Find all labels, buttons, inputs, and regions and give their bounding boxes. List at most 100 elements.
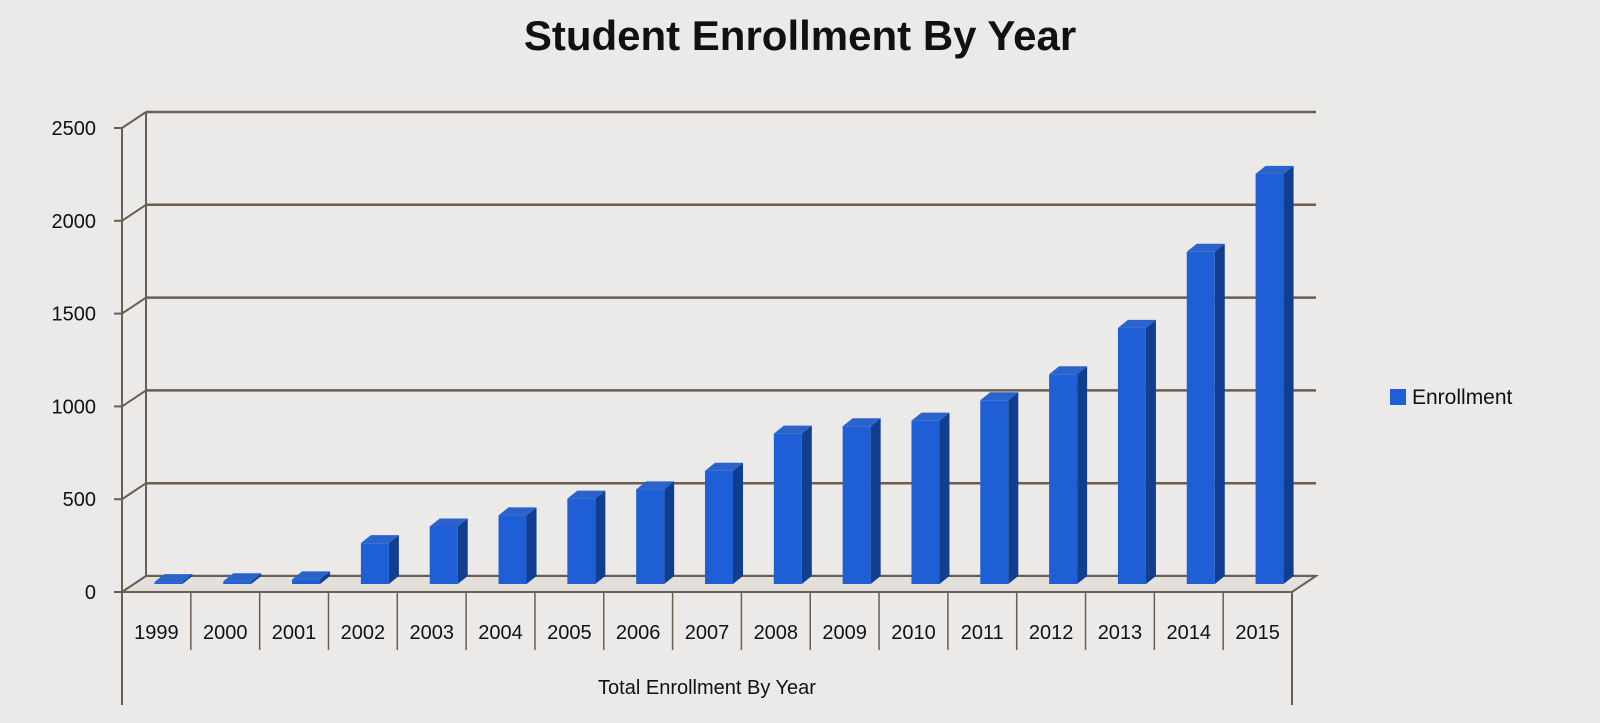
legend-label-enrollment: Enrollment — [1412, 386, 1513, 409]
x-tick-label: 2006 — [616, 622, 661, 644]
x-tick-label: 2001 — [272, 622, 317, 644]
bar-top — [980, 392, 1019, 401]
bar-top — [1186, 243, 1225, 252]
bar-front — [292, 579, 321, 584]
bar — [498, 507, 537, 584]
legend: Enrollment — [1390, 386, 1513, 409]
x-tick-label: 2000 — [203, 622, 248, 644]
bar-front — [1049, 374, 1078, 584]
gridline-side — [121, 389, 147, 408]
bar-front — [429, 526, 458, 584]
bar-top — [154, 574, 193, 583]
gridline-side — [121, 203, 147, 222]
y-tick-label: 2500 — [52, 118, 97, 140]
bar-side — [595, 490, 606, 584]
bar — [1255, 165, 1294, 584]
bar — [1117, 319, 1156, 584]
bar-side — [939, 412, 950, 584]
bars — [154, 165, 1294, 584]
bar — [842, 418, 881, 584]
y-tick-label: 0 — [85, 582, 96, 604]
bar-top — [911, 412, 950, 421]
gridline-side — [121, 482, 147, 501]
bar — [1049, 366, 1088, 584]
bar-top — [636, 481, 675, 490]
x-tick-label: 2011 — [961, 622, 1004, 644]
bar — [1186, 243, 1225, 584]
bar-top — [1255, 165, 1294, 174]
bar-side — [733, 462, 743, 584]
bar-front — [980, 400, 1009, 584]
bar-top — [705, 462, 743, 471]
legend-swatch-enrollment — [1390, 389, 1406, 405]
bar-side — [320, 571, 331, 584]
bar-front — [636, 489, 665, 584]
bar-top — [498, 507, 537, 516]
bar-front — [911, 420, 940, 584]
bar-side — [388, 535, 399, 584]
bar-front — [842, 426, 871, 584]
bar — [705, 462, 743, 584]
x-tick-label: 2003 — [409, 622, 454, 644]
bar-side — [664, 481, 675, 584]
bar-front — [360, 543, 389, 584]
x-tick-label: 2015 — [1235, 622, 1280, 644]
bar-side — [801, 425, 812, 584]
bar — [154, 574, 193, 584]
bar-side — [182, 574, 193, 584]
x-tick-label: 2010 — [891, 622, 936, 644]
y-tick-label: 1500 — [52, 304, 97, 326]
bar-top — [292, 571, 331, 580]
y-tick-label: 1000 — [52, 396, 97, 418]
bar-side — [870, 418, 881, 584]
bar-front — [1117, 327, 1146, 584]
x-tick-label: 2005 — [547, 622, 592, 644]
x-tick-label: 2014 — [1167, 622, 1212, 644]
bar-side — [526, 507, 537, 584]
bar-front — [223, 581, 252, 584]
bar-front — [498, 515, 527, 584]
bar-top — [842, 418, 881, 427]
bar-front — [154, 582, 183, 584]
y-tick-label: 2000 — [52, 211, 97, 233]
x-axis-categories: 1999 2000 2001 2002 2003 2004 2005 2006 2007 2008… — [134, 622, 1280, 644]
bar-front — [1255, 173, 1284, 584]
x-tick-label: 1999 — [134, 622, 179, 644]
bar — [636, 481, 675, 584]
x-tick-label: 2004 — [478, 622, 523, 644]
bar-front — [773, 433, 802, 584]
bar-side — [1145, 319, 1156, 584]
gridline-side — [121, 296, 147, 315]
x-tick-label: 2013 — [1098, 622, 1143, 644]
gridline-side — [121, 111, 147, 129]
bar — [773, 425, 812, 584]
x-tick-label: 2007 — [685, 622, 730, 644]
y-tick-label: 500 — [63, 489, 96, 511]
x-axis-label: Total Enrollment By Year — [598, 677, 816, 699]
bar-top — [360, 535, 399, 544]
bar-front — [1186, 251, 1215, 584]
bar-side — [1008, 392, 1019, 584]
chart-title: Student Enrollment By Year — [523, 12, 1077, 59]
x-tick-label: 2009 — [822, 622, 867, 644]
bar-side — [1283, 165, 1294, 584]
y-axis-ticks: 0 500 1000 1500 2000 2500 — [52, 118, 97, 604]
bar — [911, 412, 950, 584]
bar-top — [773, 425, 812, 434]
x-tick-label: 2008 — [754, 622, 799, 644]
bar-top — [223, 573, 262, 582]
x-tick-label: 2002 — [341, 622, 386, 644]
bar — [292, 571, 331, 584]
bar-top — [1117, 319, 1156, 328]
bar — [567, 490, 606, 584]
bar-side — [251, 573, 262, 584]
bar-side — [1214, 243, 1225, 584]
bar-front — [567, 498, 596, 584]
bar-top — [1049, 366, 1088, 375]
bar-top — [567, 490, 606, 499]
bar-side — [457, 518, 468, 584]
bar — [980, 392, 1019, 584]
bar-top — [429, 518, 468, 527]
bar — [223, 573, 262, 584]
